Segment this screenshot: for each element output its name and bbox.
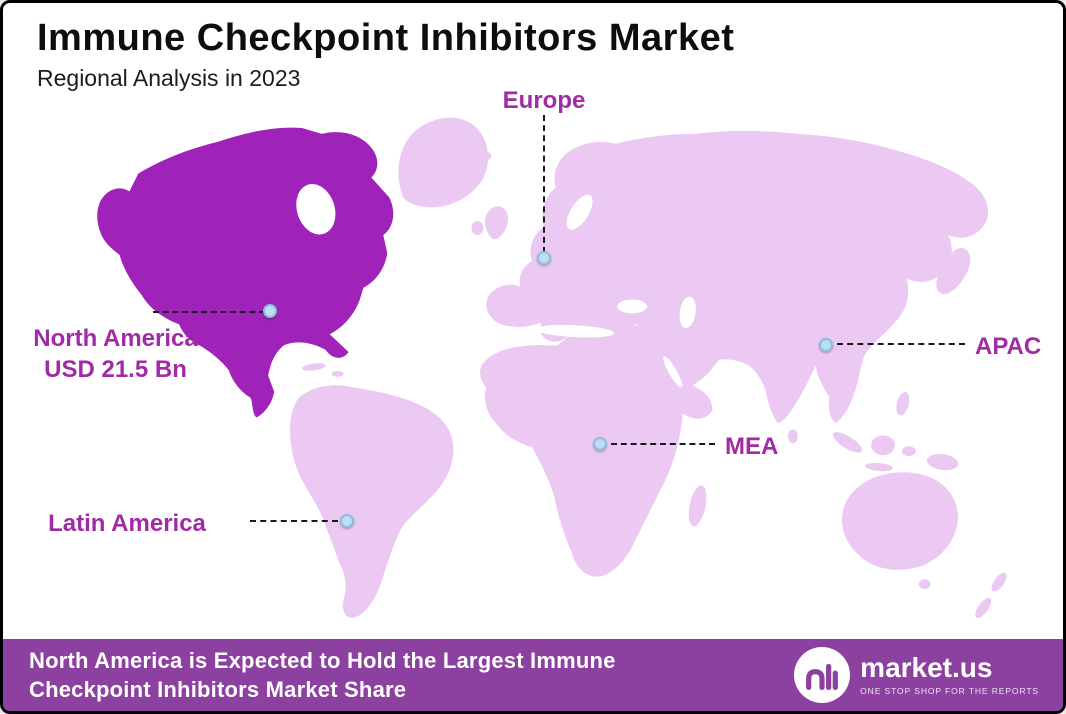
footer-headline-line1: North America is Expected to Hold the La… [29, 647, 616, 673]
marketus-logo: market.us ONE STOP SHOP FOR THE REPORTS [794, 647, 1039, 703]
baltic-sea [566, 194, 593, 230]
marker-north-america [263, 304, 277, 318]
region-madagascar [688, 485, 707, 527]
region-japan [936, 247, 971, 295]
region-new-guinea [926, 453, 959, 471]
region-ireland [471, 221, 484, 236]
region-new-zealand-south [975, 597, 992, 619]
label-apac: APAC [975, 331, 1041, 362]
label-europe-text: Europe [502, 87, 586, 114]
region-cuba [302, 363, 326, 371]
logo-text-block: market.us ONE STOP SHOP FOR THE REPORTS [860, 652, 1039, 697]
region-philippines [896, 392, 910, 416]
region-tasmania [918, 579, 931, 590]
red-sea [663, 356, 683, 388]
region-uk [485, 206, 509, 240]
footer-headline-line2: Checkpoint Inhibitors Market Share [29, 677, 407, 702]
logo-wordmark: market.us [860, 652, 993, 683]
page-title: Immune Checkpoint Inhibitors Market [37, 17, 735, 59]
region-greenland [398, 117, 488, 208]
logo-bars-icon [806, 663, 839, 690]
connector-latin-america [250, 520, 338, 522]
footer-headline: North America is Expected to Hold the La… [29, 646, 616, 704]
region-sumatra [832, 432, 862, 453]
label-north-america-value: USD 21.5 Bn [44, 356, 187, 384]
label-apac-text: APAC [975, 333, 1042, 360]
connector-north-america [153, 311, 265, 313]
caspian-sea [679, 296, 696, 329]
region-iceland [473, 151, 492, 163]
world-map [97, 117, 1007, 619]
connector-mea [611, 443, 715, 445]
page-subtitle: Regional Analysis in 2023 [37, 64, 301, 91]
connector-europe [543, 115, 545, 253]
header: Immune Checkpoint Inhibitors Market Regi… [37, 17, 734, 92]
mediterranean-sea [535, 324, 615, 338]
logo-tagline: ONE STOP SHOP FOR THE REPORTS [860, 686, 1039, 696]
label-mea: MEA [725, 431, 778, 462]
region-java [865, 462, 893, 472]
label-north-america: North America USD 21.5 Bn [8, 323, 223, 385]
region-sulawesi [901, 446, 916, 457]
region-eurasia [486, 130, 989, 424]
region-new-zealand-north [991, 572, 1007, 592]
region-australia [841, 472, 958, 570]
region-hispaniola [331, 370, 344, 377]
region-south-america [289, 385, 454, 618]
marker-mea [593, 437, 607, 451]
marker-europe [537, 251, 551, 265]
footer-bar: North America is Expected to Hold the La… [3, 639, 1063, 711]
connector-apac [837, 343, 965, 345]
label-latin-america-text: Latin America [48, 510, 206, 537]
label-mea-text: MEA [725, 433, 779, 460]
region-borneo [871, 435, 895, 456]
label-north-america-text: North America [33, 325, 198, 352]
region-sri-lanka [787, 429, 798, 444]
region-africa [480, 324, 713, 577]
label-europe: Europe [468, 85, 620, 116]
black-sea [617, 299, 648, 314]
label-latin-america: Latin America [11, 508, 243, 539]
marketus-logo-icon [794, 647, 851, 703]
marker-apac [819, 338, 833, 352]
marker-latin-america [340, 514, 354, 528]
hudson-bay [296, 184, 336, 235]
